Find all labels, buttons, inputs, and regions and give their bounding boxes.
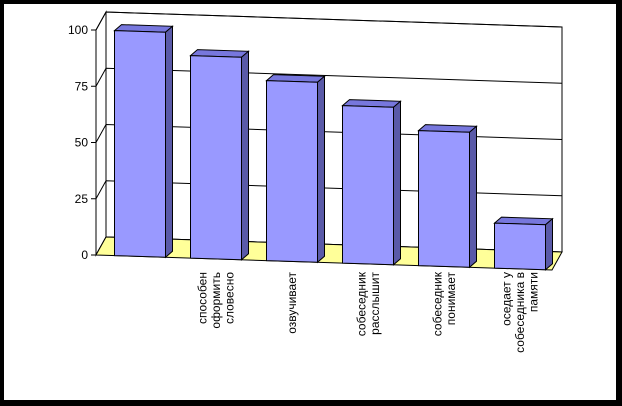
bar-front bbox=[494, 222, 546, 271]
x-tick-label: собеседник bbox=[354, 271, 368, 336]
bar-side bbox=[241, 50, 249, 261]
x-tick-label: понимает bbox=[444, 272, 458, 326]
bar-front bbox=[418, 130, 470, 268]
x-tick-label: оформить bbox=[209, 272, 223, 329]
bar-1 bbox=[113, 24, 174, 259]
x-tick-label: собеседника в bbox=[513, 272, 527, 353]
x-tick-label: способен bbox=[196, 272, 210, 324]
bar-chart: 0 25 50 75 100 способен оформить словесно озвуч… bbox=[68, 10, 563, 353]
x-tick-label: памяти bbox=[527, 272, 541, 312]
bar-4 bbox=[341, 99, 402, 266]
bars bbox=[113, 24, 554, 271]
gridline bbox=[95, 67, 563, 87]
bar-front bbox=[114, 30, 166, 258]
bar-front bbox=[266, 80, 318, 263]
bar-5 bbox=[417, 124, 478, 269]
bar-side bbox=[165, 25, 173, 259]
bar-side bbox=[317, 75, 325, 264]
bar-2 bbox=[189, 49, 250, 261]
gridline bbox=[95, 11, 563, 31]
y-tick-label: 100 bbox=[68, 23, 88, 37]
bar-front bbox=[190, 55, 242, 261]
x-tick-label: озвучивает bbox=[285, 272, 299, 334]
y-tick-label: 25 bbox=[75, 192, 89, 206]
gridline bbox=[95, 180, 563, 199]
bar-3 bbox=[265, 74, 326, 264]
chart-frame: 0 25 50 75 100 способен оформить словесно озвуч… bbox=[4, 4, 616, 400]
bar-side bbox=[393, 100, 401, 266]
x-axis-labels: способен оформить словесно озвучивает собесе… bbox=[196, 271, 541, 353]
bar-6 bbox=[493, 216, 554, 271]
y-tick-label: 0 bbox=[81, 248, 88, 262]
y-tick-label: 50 bbox=[75, 136, 89, 150]
bar-front bbox=[342, 105, 394, 266]
y-axis-ticks: 0 25 50 75 100 bbox=[68, 23, 96, 262]
x-tick-label: оседает у bbox=[500, 272, 514, 326]
x-tick-label: словесно bbox=[223, 272, 237, 324]
y-tick-label: 75 bbox=[75, 79, 89, 93]
bar-side bbox=[469, 125, 477, 269]
x-tick-label: расслышит bbox=[368, 272, 382, 335]
x-tick-label: собеседник bbox=[430, 271, 444, 336]
gridline bbox=[95, 123, 563, 143]
bar-side bbox=[545, 217, 553, 271]
